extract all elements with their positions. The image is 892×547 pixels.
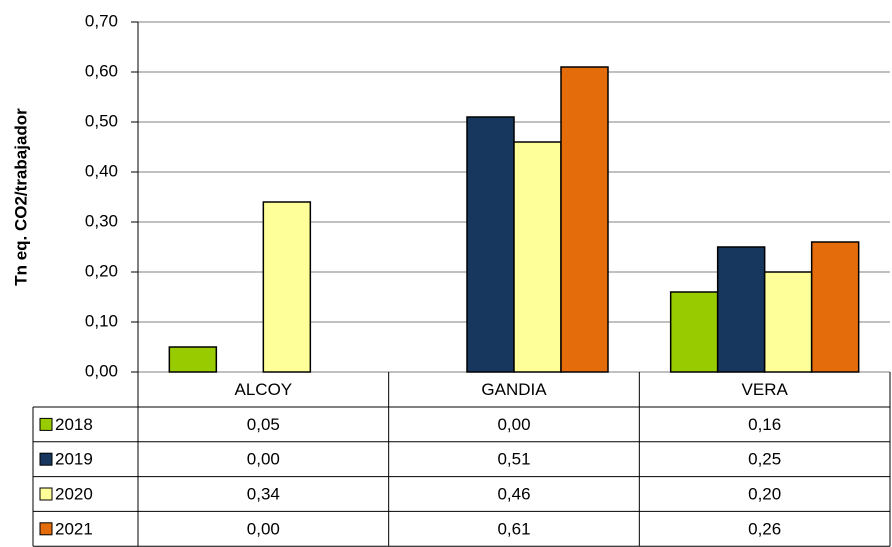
table-value: 0,51 — [497, 450, 530, 469]
legend-label: 2021 — [55, 519, 93, 538]
legend-label: 2019 — [55, 450, 93, 469]
y-tick-label: 0,70 — [85, 11, 118, 30]
table-value: 0,61 — [497, 519, 530, 538]
category-label: VERA — [742, 380, 789, 399]
bar — [763, 271, 813, 373]
table-value: 0,05 — [247, 415, 280, 434]
bar — [669, 291, 719, 373]
bar — [560, 66, 609, 373]
category-label: ALCOY — [235, 380, 293, 399]
legend-swatch — [39, 522, 53, 536]
table-value: 0,26 — [748, 519, 781, 538]
bar — [168, 346, 218, 373]
y-tick-label: 0,50 — [85, 111, 118, 130]
table-value: 0,46 — [497, 484, 530, 503]
category-label: GANDIA — [481, 380, 547, 399]
y-tick-label: 0,60 — [85, 61, 118, 80]
y-tick-label: 0,30 — [85, 211, 118, 230]
bar — [513, 141, 562, 373]
table-value: 0,25 — [748, 450, 781, 469]
bar — [466, 116, 515, 373]
legend-swatch — [39, 487, 53, 501]
bar — [262, 201, 312, 373]
y-axis-title: Tn eq. CO2/trabajador — [11, 108, 30, 286]
legend-swatch — [39, 452, 53, 466]
legend-label: 2020 — [55, 484, 93, 503]
y-tick-label: 0,00 — [85, 361, 118, 380]
table-value: 0,16 — [748, 415, 781, 434]
bar — [810, 241, 860, 373]
table-value: 0,20 — [748, 484, 781, 503]
legend-label: 2018 — [55, 415, 93, 434]
table-value: 0,34 — [247, 484, 280, 503]
y-tick-label: 0,10 — [85, 311, 118, 330]
legend-swatch — [39, 417, 53, 431]
y-tick-label: 0,40 — [85, 161, 118, 180]
table-value: 0,00 — [247, 450, 280, 469]
table-value: 0,00 — [247, 519, 280, 538]
table-value: 0,00 — [497, 415, 530, 434]
bar — [716, 246, 766, 373]
y-tick-label: 0,20 — [85, 261, 118, 280]
